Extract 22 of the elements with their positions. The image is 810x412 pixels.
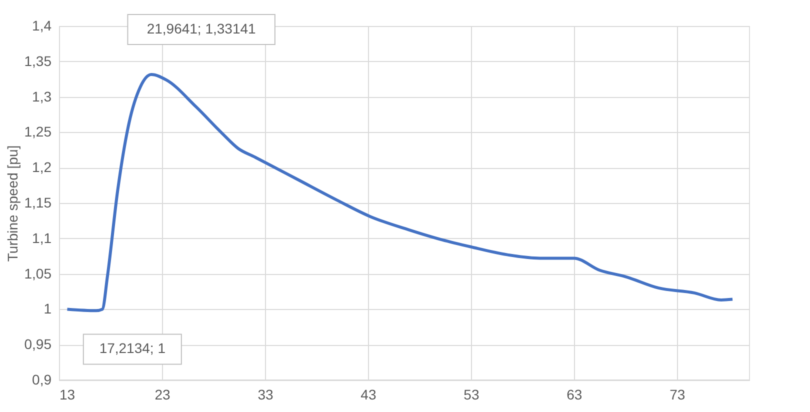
y-tick-label: 1,25 xyxy=(24,124,52,140)
line-series xyxy=(66,73,734,312)
y-tick-label: 0,9 xyxy=(32,372,52,388)
y-tick-label: 0,95 xyxy=(24,336,52,352)
x-tick-label: 73 xyxy=(670,386,686,402)
x-tick-label: 33 xyxy=(258,386,274,402)
annotation: 21,9641; 1,33141 xyxy=(146,20,256,37)
x-tick-label: 53 xyxy=(464,386,480,402)
y-tick-label: 1,05 xyxy=(24,265,52,282)
y-tick-label: 1 xyxy=(44,300,52,317)
x-tick-label: 23 xyxy=(154,386,170,402)
y-tick-label: 1,15 xyxy=(24,194,52,210)
x-tick-label: 43 xyxy=(360,386,376,402)
x-tick-label: 13 xyxy=(60,386,76,402)
y-tick-label: 1,3 xyxy=(32,88,52,104)
y-tick-label: 1,35 xyxy=(24,52,52,69)
y-axis-title: Turbine speed [pu] xyxy=(4,145,20,262)
annotation: 17,2134; 1 xyxy=(99,340,166,356)
y-tick-label: 1,2 xyxy=(32,159,52,176)
y-tick-label: 1,4 xyxy=(32,18,52,34)
x-tick-label: 63 xyxy=(566,386,582,402)
y-tick-label: 1,1 xyxy=(32,230,52,246)
